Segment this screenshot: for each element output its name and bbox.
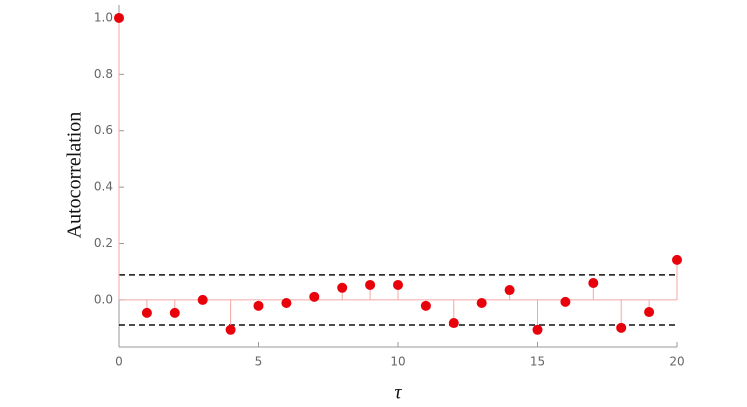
point [560,296,571,307]
point [504,285,515,296]
x-tick-label: 0 [115,355,123,369]
point [337,282,348,293]
x-tick-label: 5 [255,355,263,369]
x-axis-label: τ [394,382,402,404]
point [253,300,264,311]
x-tick-label: 15 [530,355,545,369]
y-tick-label: 1.0 [94,10,113,24]
point [141,307,152,318]
point [365,279,376,290]
point [309,291,320,302]
y-tick-label: 0.0 [94,292,113,306]
point [476,298,487,309]
point [448,318,459,329]
y-tick-label: 0.8 [94,67,113,81]
point [672,254,682,265]
y-tick-label: 0.2 [94,236,113,250]
point [644,307,655,318]
y-tick-label: 0.4 [94,180,113,194]
point [197,294,208,305]
y-axis-label: Autocorrelation [64,112,86,239]
point [169,307,180,318]
point [225,324,236,335]
point [281,298,292,309]
point [588,277,599,288]
x-tick-label: 20 [669,355,684,369]
x-tick-label: 10 [390,355,405,369]
point [114,12,124,23]
point [616,322,627,333]
point [420,300,431,311]
y-tick-label: 0.6 [94,123,113,137]
point [532,324,543,335]
point [393,279,403,290]
